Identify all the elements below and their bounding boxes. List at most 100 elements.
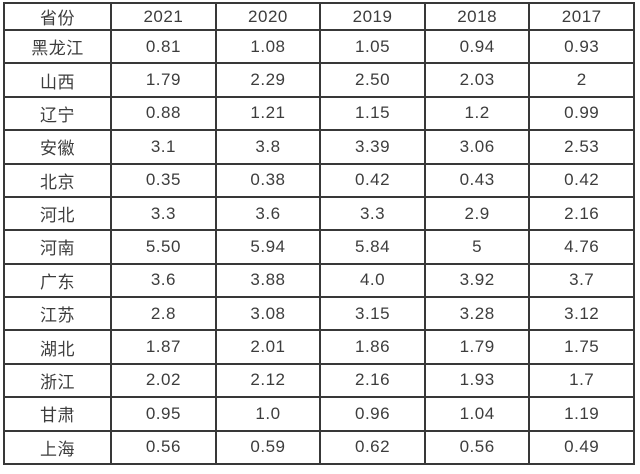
value-cell: 5 — [423, 229, 531, 265]
value-cell: 0.81 — [110, 28, 217, 65]
value-cell: 1.87 — [110, 329, 217, 365]
value-cell: 1.19 — [528, 396, 635, 432]
value-cell: 3.88 — [214, 262, 322, 299]
value-cell: 2.53 — [528, 129, 635, 165]
value-cell: 3.3 — [319, 195, 426, 232]
province-cell: 江苏 — [2, 295, 113, 332]
value-cell: 1.15 — [319, 95, 426, 132]
value-cell: 2.29 — [214, 62, 322, 98]
province-cell: 黑龙江 — [2, 28, 113, 65]
value-cell: 2.16 — [528, 195, 635, 232]
value-cell: 0.42 — [319, 162, 426, 198]
table-body: 黑龙江 0.81 1.08 1.05 0.94 0.93 山西 1.79 2.29 2.50 2.0… — [2, 28, 635, 465]
value-cell: 4.0 — [319, 262, 426, 299]
province-year-table: 省份 2021 2020 2019 2018 2017 黑龙江 0.81 1.08 1… — [2, 2, 635, 465]
province-cell: 北京 — [2, 162, 113, 198]
table-row: 江苏 2.8 3.08 3.15 3.28 3.12 — [2, 295, 635, 332]
province-cell: 山西 — [2, 62, 113, 98]
value-cell: 5.94 — [214, 229, 322, 265]
table-row: 黑龙江 0.81 1.08 1.05 0.94 0.93 — [2, 28, 635, 65]
column-header-2021: 2021 — [110, 2, 217, 31]
value-cell: 1.05 — [319, 28, 426, 65]
value-cell: 0.38 — [214, 162, 322, 198]
value-cell: 3.92 — [423, 262, 531, 299]
value-cell: 1.79 — [423, 329, 531, 365]
value-cell: 3.3 — [110, 195, 217, 232]
province-cell: 广东 — [2, 262, 113, 299]
value-cell: 0.93 — [528, 28, 635, 65]
table-row: 甘肃 0.95 1.0 0.96 1.04 1.19 — [2, 396, 635, 432]
column-header-2020: 2020 — [214, 2, 322, 31]
value-cell: 1.7 — [528, 362, 635, 399]
value-cell: 4.76 — [528, 229, 635, 265]
table-row: 河南 5.50 5.94 5.84 5 4.76 — [2, 229, 635, 265]
value-cell: 3.1 — [110, 129, 217, 165]
value-cell: 3.7 — [528, 262, 635, 299]
value-cell: 2.8 — [110, 295, 217, 332]
value-cell: 3.15 — [319, 295, 426, 332]
value-cell: 1.0 — [214, 396, 322, 432]
value-cell: 0.35 — [110, 162, 217, 198]
value-cell: 1.79 — [110, 62, 217, 98]
value-cell: 2.02 — [110, 362, 217, 399]
column-header-2018: 2018 — [423, 2, 531, 31]
province-cell: 浙江 — [2, 362, 113, 399]
value-cell: 3.08 — [214, 295, 322, 332]
value-cell: 3.06 — [423, 129, 531, 165]
column-header-2019: 2019 — [319, 2, 426, 31]
table-row: 湖北 1.87 2.01 1.86 1.79 1.75 — [2, 329, 635, 365]
table-row: 浙江 2.02 2.12 2.16 1.93 1.7 — [2, 362, 635, 399]
value-cell: 0.42 — [528, 162, 635, 198]
value-cell: 2.01 — [214, 329, 322, 365]
value-cell: 0.94 — [423, 28, 531, 65]
column-header-province: 省份 — [2, 2, 113, 31]
value-cell: 3.8 — [214, 129, 322, 165]
province-cell: 辽宁 — [2, 95, 113, 132]
province-cell: 湖北 — [2, 329, 113, 365]
column-header-2017: 2017 — [528, 2, 635, 31]
value-cell: 1.08 — [214, 28, 322, 65]
table-row: 山西 1.79 2.29 2.50 2.03 2 — [2, 62, 635, 98]
value-cell: 2.50 — [319, 62, 426, 98]
table-row: 上海 0.56 0.59 0.62 0.56 0.49 — [2, 429, 635, 465]
value-cell: 2.03 — [423, 62, 531, 98]
value-cell: 0.88 — [110, 95, 217, 132]
value-cell: 1.75 — [528, 329, 635, 365]
province-cell: 河北 — [2, 195, 113, 232]
value-cell: 0.96 — [319, 396, 426, 432]
value-cell: 1.86 — [319, 329, 426, 365]
table-row: 安徽 3.1 3.8 3.39 3.06 2.53 — [2, 129, 635, 165]
value-cell: 5.50 — [110, 229, 217, 265]
table-row: 河北 3.3 3.6 3.3 2.9 2.16 — [2, 195, 635, 232]
value-cell: 3.12 — [528, 295, 635, 332]
value-cell: 0.62 — [319, 429, 426, 465]
value-cell: 0.43 — [423, 162, 531, 198]
value-cell: 0.56 — [110, 429, 217, 465]
header-row: 省份 2021 2020 2019 2018 2017 — [2, 2, 635, 31]
value-cell: 2.9 — [423, 195, 531, 232]
province-cell: 安徽 — [2, 129, 113, 165]
value-cell: 1.2 — [423, 95, 531, 132]
value-cell: 1.21 — [214, 95, 322, 132]
value-cell: 5.84 — [319, 229, 426, 265]
value-cell: 2 — [528, 62, 635, 98]
province-cell: 河南 — [2, 229, 113, 265]
value-cell: 3.6 — [214, 195, 322, 232]
value-cell: 0.99 — [528, 95, 635, 132]
table-row: 辽宁 0.88 1.21 1.15 1.2 0.99 — [2, 95, 635, 132]
table-row: 北京 0.35 0.38 0.42 0.43 0.42 — [2, 162, 635, 198]
value-cell: 0.59 — [214, 429, 322, 465]
value-cell: 3.39 — [319, 129, 426, 165]
value-cell: 1.04 — [423, 396, 531, 432]
value-cell: 0.49 — [528, 429, 635, 465]
province-cell: 甘肃 — [2, 396, 113, 432]
value-cell: 3.6 — [110, 262, 217, 299]
value-cell: 1.93 — [423, 362, 531, 399]
value-cell: 3.28 — [423, 295, 531, 332]
value-cell: 0.56 — [423, 429, 531, 465]
province-cell: 上海 — [2, 429, 113, 465]
value-cell: 2.16 — [319, 362, 426, 399]
value-cell: 0.95 — [110, 396, 217, 432]
value-cell: 2.12 — [214, 362, 322, 399]
province-year-table-container: 省份 2021 2020 2019 2018 2017 黑龙江 0.81 1.08 1… — [2, 2, 635, 465]
